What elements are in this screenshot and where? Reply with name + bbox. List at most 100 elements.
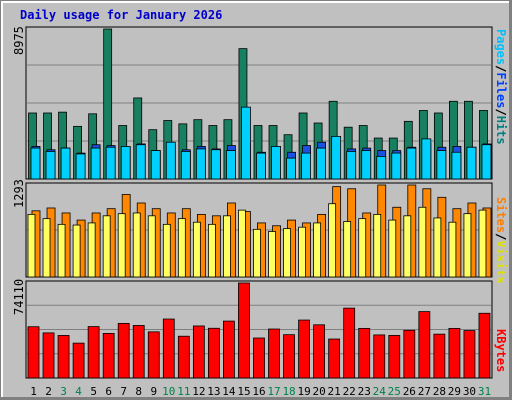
day-label-24: 24 bbox=[373, 385, 387, 398]
kbytes-bar-day-6 bbox=[102, 332, 115, 379]
kbytes-bar-day-30 bbox=[463, 330, 476, 379]
day-label-18: 18 bbox=[282, 385, 295, 398]
kbytes-bar-day-12 bbox=[192, 325, 205, 379]
kbytes-bar-day-1 bbox=[27, 326, 40, 379]
sites-bar-day-21 bbox=[328, 203, 337, 278]
sites-bar-day-24 bbox=[373, 213, 382, 278]
pages-bar-day-1 bbox=[30, 147, 41, 180]
sites-bar-day-5 bbox=[87, 222, 96, 278]
kbytes-legend: KBytes bbox=[494, 329, 508, 372]
sites-bar-day-29 bbox=[448, 221, 457, 278]
kbytes-bar-day-4 bbox=[72, 342, 85, 379]
pages-bar-day-5 bbox=[90, 147, 101, 180]
day-label-1: 1 bbox=[30, 385, 37, 398]
day-label-4: 4 bbox=[75, 385, 82, 398]
day-label-20: 20 bbox=[313, 385, 326, 398]
kbytes-bar-day-17 bbox=[268, 328, 280, 379]
day-label-7: 7 bbox=[120, 385, 127, 398]
kbytes-bar-day-5 bbox=[87, 326, 100, 379]
sites-bar-day-12 bbox=[192, 221, 201, 278]
pages-bar-day-10 bbox=[165, 141, 176, 180]
pages-bar-day-6 bbox=[105, 146, 116, 180]
sites-bar-day-10 bbox=[162, 223, 171, 278]
kbytes-bar-day-26 bbox=[403, 329, 416, 379]
pages-bar-day-31 bbox=[481, 144, 492, 180]
sites-bar-day-22 bbox=[343, 221, 352, 278]
legend-files: Files bbox=[494, 72, 508, 109]
pages-bar-day-27 bbox=[421, 138, 432, 180]
chart-title: Daily usage for January 2026 bbox=[20, 8, 223, 22]
pages-bar-day-9 bbox=[150, 150, 161, 180]
day-label-11: 11 bbox=[177, 385, 190, 398]
kbytes-bar-day-11 bbox=[177, 335, 190, 379]
day-label-10: 10 bbox=[162, 385, 175, 398]
sites-bar-day-15 bbox=[238, 209, 246, 278]
sites-bar-day-8 bbox=[132, 212, 141, 278]
kbytes-bar-day-19 bbox=[298, 319, 310, 379]
day-label-2: 2 bbox=[45, 385, 52, 398]
sites-bar-day-31 bbox=[478, 209, 487, 278]
kbytes-bar-day-24 bbox=[373, 334, 386, 379]
pages-bar-day-21 bbox=[331, 135, 342, 180]
kbytes-bar-day-14 bbox=[223, 320, 235, 379]
sites-bar-day-25 bbox=[388, 219, 397, 278]
day-label-26: 26 bbox=[403, 385, 416, 398]
sites-bar-day-26 bbox=[403, 215, 412, 278]
hits-legend: Pages/Files/Hits bbox=[494, 29, 508, 145]
sites-bar-day-14 bbox=[223, 215, 231, 278]
legend-kbytes: KBytes bbox=[494, 329, 508, 373]
kbytes-bar-day-20 bbox=[313, 324, 326, 379]
kbytes-bar-day-13 bbox=[207, 327, 220, 379]
pages-bar-day-13 bbox=[210, 149, 221, 180]
pages-bar-day-24 bbox=[376, 156, 387, 180]
pages-bar-day-29 bbox=[451, 151, 462, 180]
kbytes-bar-day-27 bbox=[418, 311, 431, 379]
day-label-28: 28 bbox=[433, 385, 446, 398]
sites-bar-day-27 bbox=[418, 206, 427, 278]
pages-bar-day-18 bbox=[286, 157, 296, 180]
kbytes-bar-day-22 bbox=[343, 307, 356, 379]
pages-bar-day-23 bbox=[361, 150, 372, 180]
pages-bar-day-2 bbox=[45, 151, 56, 180]
visits-legend: Sites/Visits bbox=[494, 197, 508, 284]
kbytes-bar-day-3 bbox=[57, 335, 70, 379]
sites-bar-day-9 bbox=[147, 215, 156, 278]
legend-sep-2: / bbox=[494, 108, 508, 116]
day-label-29: 29 bbox=[448, 385, 461, 398]
kbytes-bar-day-8 bbox=[132, 325, 145, 379]
day-label-16: 16 bbox=[252, 385, 265, 398]
day-label-21: 21 bbox=[328, 385, 341, 398]
sites-bar-day-30 bbox=[463, 213, 472, 278]
day-label-30: 30 bbox=[463, 385, 476, 398]
sites-bar-day-13 bbox=[207, 223, 216, 278]
pages-bar-day-19 bbox=[301, 152, 311, 180]
day-label-8: 8 bbox=[135, 385, 142, 398]
day-label-12: 12 bbox=[192, 385, 205, 398]
sites-bar-day-20 bbox=[313, 222, 322, 278]
pages-bar-day-11 bbox=[180, 151, 191, 180]
sites-bar-day-19 bbox=[298, 226, 306, 278]
legend-sites: Sites bbox=[494, 197, 508, 234]
hits-max-label: 8975 bbox=[12, 26, 26, 55]
day-label-14: 14 bbox=[222, 385, 236, 398]
visits-max-label: 1293 bbox=[12, 179, 26, 208]
pages-bar-day-3 bbox=[60, 147, 71, 180]
legend-visits: Visits bbox=[494, 240, 508, 284]
day-label-22: 22 bbox=[343, 385, 356, 398]
day-label-17: 17 bbox=[267, 385, 280, 398]
kbytes-bar-day-15 bbox=[238, 282, 250, 379]
pages-bar-day-16 bbox=[256, 152, 266, 180]
kbytes-bar-day-23 bbox=[358, 327, 371, 379]
sites-bar-day-6 bbox=[102, 215, 111, 278]
pages-bar-day-17 bbox=[271, 146, 281, 180]
sites-bar-day-17 bbox=[268, 231, 276, 278]
pages-bar-day-14 bbox=[226, 150, 236, 180]
kbytes-bar-day-31 bbox=[478, 312, 491, 379]
pages-bar-day-26 bbox=[406, 147, 417, 180]
pages-bar-day-28 bbox=[436, 150, 447, 180]
pages-bar-day-4 bbox=[75, 153, 86, 180]
legend-pages: Pages bbox=[494, 29, 508, 66]
pages-bar-day-30 bbox=[466, 146, 477, 180]
day-label-31: 31 bbox=[478, 385, 491, 398]
kbytes-bar-day-2 bbox=[42, 332, 55, 379]
